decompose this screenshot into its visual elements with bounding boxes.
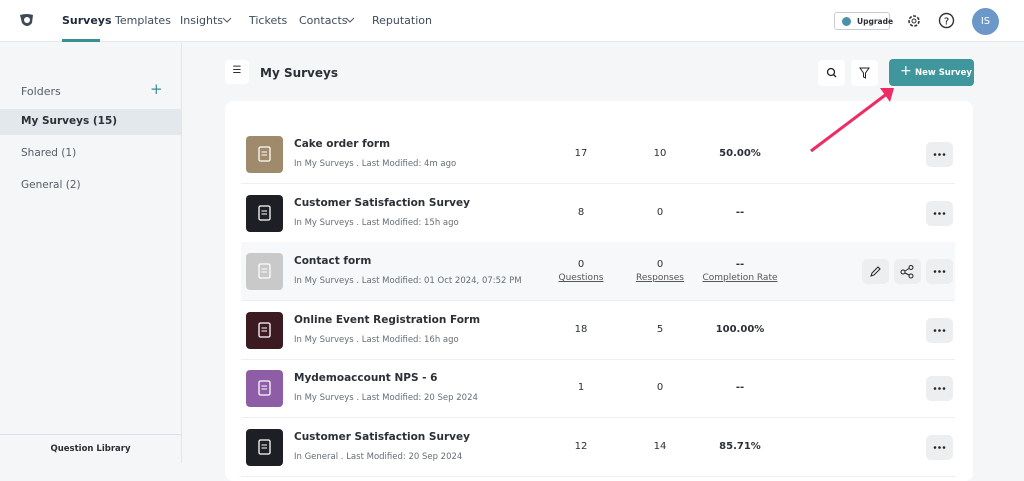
survey-meta: In General . Last Modified: 20 Sep 2024 (294, 451, 463, 462)
more-button[interactable] (926, 142, 953, 167)
completion-rate: 50.00% (719, 148, 761, 159)
new-survey-button[interactable]: + New Survey (889, 59, 974, 86)
logo[interactable] (17, 11, 37, 31)
responses-count: 0 (656, 206, 664, 218)
plus-icon: + (900, 63, 912, 79)
responses-count: 14 (653, 440, 667, 452)
more-button[interactable] (926, 434, 953, 460)
avatar[interactable]: IS (972, 8, 999, 35)
nav-item[interactable]: Reputation (372, 14, 432, 27)
add-folder[interactable]: + (150, 80, 163, 98)
folders-title: Folders (21, 85, 61, 98)
sidebar: Folders + My Surveys (15) Shared (1) Gen… (0, 43, 182, 463)
questions-count: 8 (577, 206, 585, 218)
responses-count: 10 (653, 148, 667, 159)
svg-text:?: ? (944, 17, 949, 28)
survey-icon (246, 428, 283, 466)
chevron (222, 17, 232, 23)
more-button[interactable] (926, 317, 953, 343)
annotation-arrow (810, 88, 894, 153)
folder[interactable]: My Surveys (15) (0, 109, 181, 135)
survey-icon (246, 136, 283, 173)
completion-rate: 100.00% (715, 323, 765, 335)
survey-icon (246, 253, 283, 290)
nav-item[interactable]: Surveys (62, 14, 112, 27)
survey-icon (246, 311, 283, 349)
questions-count: 17 (574, 148, 588, 159)
nav-item[interactable]: Tickets (249, 14, 288, 27)
survey-name[interactable]: Contact form (294, 255, 372, 267)
more-button[interactable] (926, 376, 953, 401)
more-button[interactable] (926, 200, 953, 226)
page-title: My Surveys (260, 66, 338, 80)
search-button[interactable] (818, 60, 845, 86)
survey-row[interactable]: Customer Satisfaction Survey In My Survey… (241, 184, 955, 243)
completion-rate: -- (735, 382, 745, 393)
survey-meta: In My Surveys . Last Modified: 4m ago (294, 159, 457, 169)
filter-icon (859, 67, 870, 79)
upgrade-label: Upgrade (857, 17, 894, 26)
question-library-label: Question Library (50, 444, 131, 454)
survey-icon (246, 370, 283, 407)
survey-meta: In My Surveys . Last Modified: 16h ago (294, 334, 459, 345)
survey-name[interactable]: Customer Satisfaction Survey (294, 430, 470, 443)
survey-name[interactable]: Mydemoaccount NPS - 6 (294, 372, 438, 384)
more-button[interactable] (926, 259, 953, 284)
search-icon (826, 67, 837, 78)
column-label: Completion Rate (702, 273, 778, 283)
completion-rate: -- (735, 206, 745, 218)
survey-meta: In My Surveys . Last Modified: 20 Sep 20… (294, 393, 478, 403)
top-nav: Surveys Templates Insights Tickets Conta… (0, 0, 1024, 42)
chevron (345, 17, 355, 23)
completion-rate: -- (735, 259, 745, 270)
column-label: Responses (636, 273, 684, 283)
responses-count: 5 (656, 323, 664, 335)
responses-count: 0 (656, 259, 664, 270)
column-label: Questions (558, 273, 604, 283)
edit-button[interactable] (862, 259, 889, 284)
filter-button[interactable] (851, 60, 878, 86)
folder[interactable]: General (2) (21, 179, 81, 191)
menu-toggle[interactable]: ☰ (225, 60, 249, 84)
help-icon[interactable]: ? (938, 12, 955, 29)
survey-name[interactable]: Customer Satisfaction Survey (294, 196, 470, 209)
nav-item[interactable]: Insights (180, 14, 224, 27)
questions-count: 18 (574, 323, 588, 335)
survey-row[interactable]: Mydemoaccount NPS - 6 In My Surveys . Las… (241, 359, 955, 418)
settings-icon[interactable] (906, 13, 922, 29)
responses-count: 0 (656, 382, 664, 393)
new-survey-label: New Survey (915, 68, 972, 78)
survey-icon (246, 194, 283, 232)
active-indicator (62, 39, 100, 42)
survey-meta: In My Surveys . Last Modified: 15h ago (294, 217, 459, 228)
survey-row[interactable]: Customer Satisfaction Survey In General .… (241, 418, 955, 477)
survey-row[interactable]: Cake order form In My Surveys . Last Modi… (241, 125, 955, 184)
survey-name[interactable]: Online Event Registration Form (294, 313, 481, 326)
completion-rate: 85.71% (719, 440, 761, 452)
survey-name[interactable]: Cake order form (294, 138, 391, 150)
questions-count: 1 (577, 382, 585, 393)
survey-row[interactable]: Contact form In My Surveys . Last Modifie… (241, 242, 955, 301)
survey-list: Cake order form In My Surveys . Last Modi… (225, 101, 973, 481)
folder[interactable]: Shared (1) (21, 147, 77, 159)
share-button[interactable] (894, 259, 921, 284)
nav-item[interactable]: Contacts (299, 14, 348, 27)
question-library[interactable]: Question Library (0, 434, 181, 463)
upgrade-button[interactable]: Upgrade (834, 12, 894, 30)
survey-meta: In My Surveys . Last Modified: 01 Oct 20… (294, 276, 522, 286)
questions-count: 0 (577, 259, 585, 270)
questions-count: 12 (574, 440, 588, 452)
upgrade-icon (842, 17, 851, 26)
survey-row[interactable]: Online Event Registration Form In My Surv… (241, 301, 955, 360)
nav-item[interactable]: Templates (115, 14, 171, 27)
